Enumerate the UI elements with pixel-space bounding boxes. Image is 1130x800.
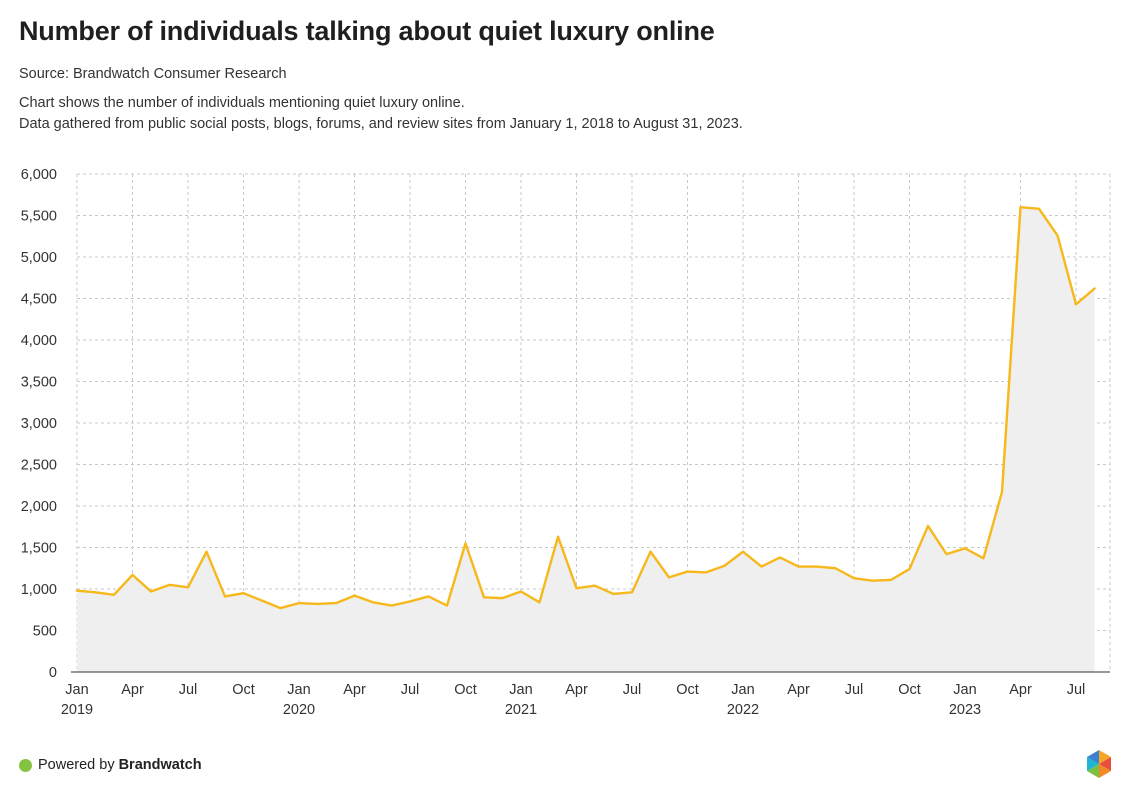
x-tick-label: Jul xyxy=(623,682,642,698)
x-tick-label: Oct xyxy=(676,682,699,698)
x-tick-label: Oct xyxy=(898,682,921,698)
brand-name: Brandwatch xyxy=(118,757,202,773)
x-tick-year-label: 2019 xyxy=(61,702,93,718)
y-tick-label: 1,000 xyxy=(21,582,57,598)
y-tick-label: 1,500 xyxy=(21,541,57,557)
x-tick-year-label: 2023 xyxy=(949,702,981,718)
x-tick-label: Jan xyxy=(731,682,754,698)
x-tick-label: Jul xyxy=(845,682,864,698)
x-tick-label: Jan xyxy=(287,682,310,698)
brand-dot-icon xyxy=(19,758,32,772)
chart-source: Source: Brandwatch Consumer Research xyxy=(19,66,287,82)
x-tick-label: Apr xyxy=(787,682,810,698)
y-tick-label: 5,000 xyxy=(21,250,57,266)
area-chart: 0 500 1,000 1,500 2,000 2,500 3,000 3,500 4,000 4… xyxy=(21,167,1111,718)
series-line xyxy=(75,206,1096,610)
y-tick-label: 4,500 xyxy=(21,292,57,308)
x-tick-label: Apr xyxy=(343,682,366,698)
y-tick-label: 4,000 xyxy=(21,333,57,349)
y-tick-label: 500 xyxy=(33,624,57,640)
x-tick-label: Oct xyxy=(454,682,477,698)
x-tick-label: Jan xyxy=(509,682,532,698)
y-tick-label: 3,500 xyxy=(21,375,57,391)
x-tick-label: Jul xyxy=(1067,682,1086,698)
x-tick-label: Oct xyxy=(232,682,255,698)
footer: Powered by Brandwatch xyxy=(19,757,202,773)
brandwatch-hexagon-logo-icon[interactable] xyxy=(1085,749,1113,779)
y-tick-label: 2,000 xyxy=(21,499,57,515)
y-tick-label: 5,500 xyxy=(21,209,57,225)
y-tick-label: 3,000 xyxy=(21,416,57,432)
x-tick-label: Apr xyxy=(565,682,588,698)
x-tick-label: Apr xyxy=(121,682,144,698)
x-tick-label: Apr xyxy=(1009,682,1032,698)
chart-title: Number of individuals talking about quie… xyxy=(19,16,715,46)
description-line-2: Data gathered from public social posts, … xyxy=(19,116,743,132)
x-tick-label: Jul xyxy=(179,682,198,698)
x-tick-label: Jan xyxy=(953,682,976,698)
x-tick-label: Jan xyxy=(65,682,88,698)
chart-description: Chart shows the number of individuals me… xyxy=(19,93,743,135)
y-tick-label: 6,000 xyxy=(21,167,57,183)
x-tick-label: Jul xyxy=(401,682,420,698)
x-tick-year-label: 2022 xyxy=(727,702,759,718)
series-area xyxy=(77,207,1095,672)
y-tick-label: 2,500 xyxy=(21,458,57,474)
x-tick-year-label: 2021 xyxy=(505,702,537,718)
description-line-1: Chart shows the number of individuals me… xyxy=(19,95,465,111)
y-tick-label: 0 xyxy=(49,665,57,681)
x-tick-year-label: 2020 xyxy=(283,702,315,718)
powered-by-label: Powered by xyxy=(38,757,115,773)
